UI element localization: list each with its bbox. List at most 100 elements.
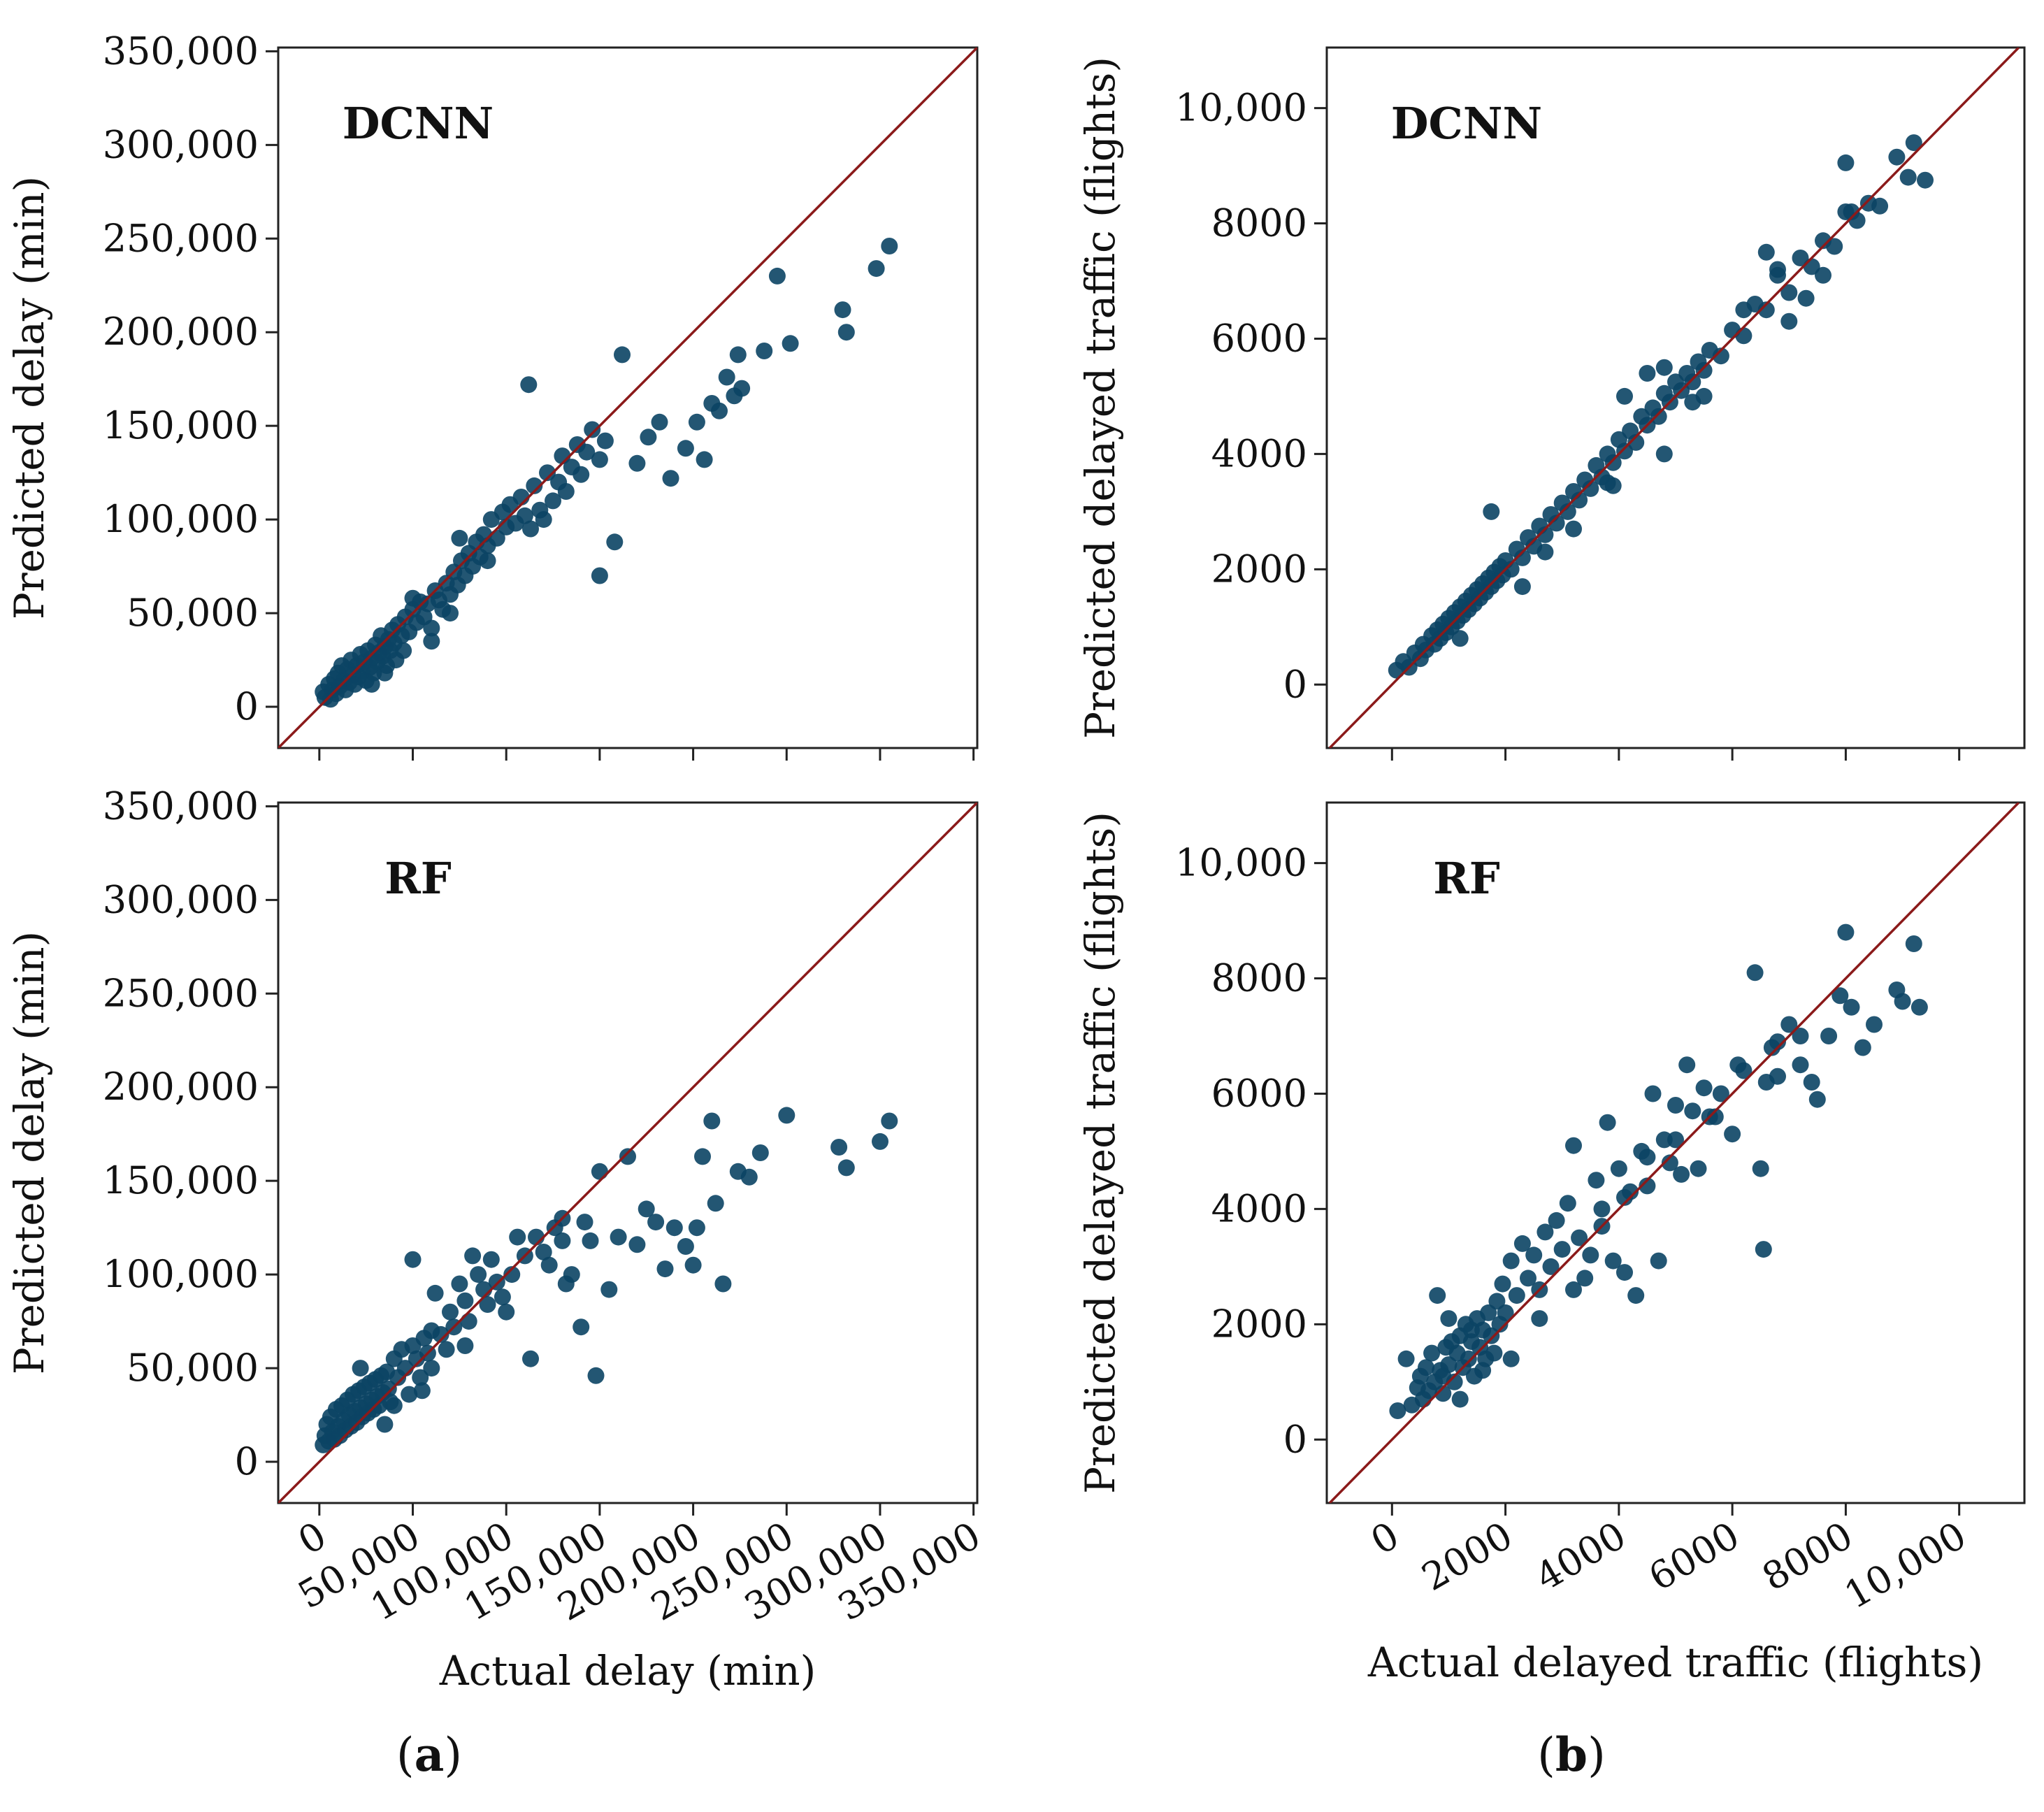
chart-a-dcnn-point [677, 440, 694, 457]
chart-a-rf-point [881, 1112, 898, 1130]
chart-b-rf-point [1729, 1056, 1747, 1074]
chart-b-rf-point [1488, 1293, 1506, 1310]
chart-b-rf-point [1661, 1154, 1678, 1172]
panel-a-dcnn: 0 50,000 100,000 150,000 200,000 250,000 300,0… [6, 29, 979, 761]
chart-a-dcnn-point [651, 413, 668, 431]
chart-b-dcnn-point [1536, 543, 1554, 561]
chart-b-dcnn-point [1826, 238, 1843, 255]
chart-b-rf-point [1769, 1033, 1786, 1051]
chart-b-dcnn-point [1616, 443, 1633, 460]
chart-a-rf-ytick-label: 0 [235, 1439, 259, 1483]
chart-a-rf-point [600, 1281, 618, 1298]
chart-b-rf-point [1423, 1344, 1441, 1362]
chart-a-rf-point [563, 1266, 580, 1284]
chart-b-rf-point [1520, 1270, 1536, 1287]
chart-b-rf-point [1389, 1402, 1406, 1419]
chart-a-dcnn-point [688, 413, 705, 431]
chart-a-dcnn-point [834, 301, 851, 319]
chart-a-rf-point [376, 1416, 394, 1433]
chart-b-rf-point [1548, 1211, 1565, 1229]
chart-b-dcnn-point [1757, 301, 1775, 319]
chart-b-rf-point [1593, 1200, 1611, 1218]
chart-b-rf-point [1780, 1016, 1798, 1033]
chart-b-dcnn-point [1483, 503, 1500, 520]
chart-a-rf-point [647, 1214, 665, 1231]
chart-a-rf-point [576, 1214, 593, 1231]
chart-a-dcnn-point [756, 343, 773, 359]
chart-b-rf-point [1502, 1350, 1520, 1367]
chart-b-dcnn-ytick-label: 0 [1283, 662, 1307, 706]
chart-b-rf-point [1553, 1241, 1571, 1258]
chart-b-rf-title: RF [1433, 853, 1500, 904]
chart-a-rf-points [315, 1107, 898, 1453]
chart-b-rf-point [1695, 1079, 1713, 1097]
chart-b-rf-point [1644, 1085, 1662, 1102]
chart-a-rf-point [677, 1238, 694, 1255]
chart-a-rf-point [482, 1251, 500, 1268]
chart-b-dcnn-point [1815, 266, 1831, 284]
chart-b-rf-point [1752, 1160, 1769, 1177]
chart-b-rf-point [1599, 1114, 1616, 1131]
chart-a-rf-point [380, 1380, 397, 1397]
chart-b-dcnn-diagonal-line [1328, 48, 2020, 748]
chart-a-dcnn-diagonal-line [278, 48, 977, 748]
chart-b-dcnn-ytick-label: 6000 [1211, 316, 1307, 360]
chart-a-dcnn-point [696, 451, 713, 468]
chart-b-rf-point [1820, 1028, 1838, 1044]
chart-a-dcnn-point [479, 552, 496, 570]
subfigure-label-b: (b) [1537, 1727, 1606, 1782]
chart-b-rf-point [1508, 1287, 1525, 1304]
chart-a-dcnn-point [782, 335, 799, 352]
chart-a-dcnn-point [451, 529, 468, 547]
chart-a-rf-point [426, 1284, 444, 1302]
chart-b-dcnn-point [1735, 301, 1752, 319]
chart-a-dcnn-point [640, 429, 657, 446]
chart-b-dcnn-point [1792, 250, 1809, 266]
chart-b-rf-point [1536, 1223, 1554, 1241]
chart-a-rf-ytick-label: 250,000 [103, 971, 259, 1015]
chart-a-rf-point [740, 1168, 758, 1186]
chart-b-rf-point [1588, 1172, 1605, 1189]
chart-a-dcnn-point [557, 483, 575, 500]
chart-b-dcnn-point [1513, 549, 1531, 566]
chart-a-rf-point [665, 1219, 683, 1237]
chart-a-rf-diagonal-line [278, 803, 977, 1503]
chart-a-rf-point [830, 1139, 848, 1156]
chart-b-dcnn-point [1780, 312, 1798, 330]
chart-b-rf-point [1483, 1327, 1500, 1344]
chart-b-rf-point [1684, 1102, 1701, 1120]
chart-a-dcnn-point [591, 451, 608, 468]
chart-a-rf-point [352, 1360, 369, 1377]
chart-a-dcnn-point [628, 454, 646, 472]
chart-b-dcnn-point [1917, 171, 1934, 189]
chart-a-rf-point [573, 1318, 590, 1336]
chart-a-rf-point [385, 1397, 403, 1414]
chart-b-rf-point [1712, 1085, 1729, 1102]
chart-b-rf-points [1389, 923, 1928, 1419]
chart-b-dcnn-point [1627, 433, 1645, 451]
chart-a-rf-point [509, 1228, 526, 1246]
chart-b-dcnn-point [1735, 327, 1752, 345]
chart-b-rf-point [1610, 1160, 1627, 1177]
chart-a-dcnn-point [539, 464, 556, 482]
chart-b-rf-point [1854, 1039, 1871, 1056]
chart-a-rf-point [591, 1163, 608, 1180]
chart-a-dcnn-frame [277, 46, 979, 749]
chart-b-dcnn-point [1513, 578, 1531, 596]
chart-b-rf-point [1434, 1385, 1452, 1402]
chart-b-rf-point [1792, 1056, 1809, 1074]
chart-b-dcnn-ytick-label: 4000 [1211, 431, 1307, 475]
chart-b-rf-point [1559, 1195, 1576, 1212]
chart-b-dcnn-point [1502, 561, 1520, 578]
chart-b-rf-point [1474, 1362, 1492, 1379]
chart-a-rf-point [479, 1296, 496, 1313]
panel-a-rf: 0 50,000 100,000 150,000 200,000 250,000 300,0… [6, 784, 988, 1695]
chart-b-rf-point [1571, 1229, 1588, 1246]
chart-a-dcnn-point [591, 567, 608, 584]
chart-b-dcnn-point [1536, 526, 1554, 543]
chart-a-rf-point [456, 1337, 474, 1354]
chart-a-dcnn-point [363, 675, 380, 693]
chart-b-dcnn-point [1695, 361, 1713, 379]
chart-b-rf-point [1866, 1016, 1883, 1033]
chart-b-dcnn-point [1684, 373, 1701, 391]
